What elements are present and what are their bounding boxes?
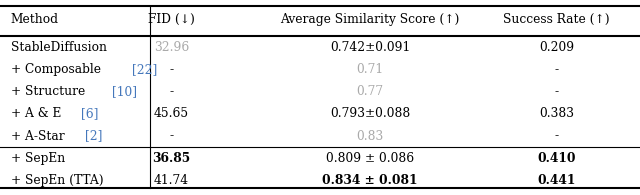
Text: + Structure: + Structure [11, 85, 89, 98]
Text: Average Similarity Score (↑): Average Similarity Score (↑) [280, 12, 460, 26]
Text: [6]: [6] [81, 107, 99, 120]
Text: 32.96: 32.96 [154, 41, 189, 54]
Text: 0.441: 0.441 [538, 174, 576, 187]
Text: 0.209: 0.209 [540, 41, 574, 54]
Text: 0.71: 0.71 [356, 63, 383, 76]
Text: 41.74: 41.74 [154, 174, 189, 187]
Text: 0.793±0.088: 0.793±0.088 [330, 107, 410, 120]
Text: 0.809 ± 0.086: 0.809 ± 0.086 [326, 152, 414, 165]
Text: 0.742±0.091: 0.742±0.091 [330, 41, 410, 54]
Text: FID (↓): FID (↓) [148, 12, 195, 26]
Text: 45.65: 45.65 [154, 107, 189, 120]
Text: 0.83: 0.83 [356, 130, 383, 143]
Text: 36.85: 36.85 [152, 152, 191, 165]
Text: + SepEn (TTA): + SepEn (TTA) [11, 174, 104, 187]
Text: -: - [555, 130, 559, 143]
Text: + A-Star: + A-Star [11, 130, 68, 143]
Text: -: - [170, 130, 173, 143]
Text: -: - [555, 63, 559, 76]
Text: [10]: [10] [112, 85, 137, 98]
Text: 0.383: 0.383 [540, 107, 574, 120]
Text: 0.410: 0.410 [538, 152, 576, 165]
Text: -: - [555, 85, 559, 98]
Text: [22]: [22] [132, 63, 157, 76]
Text: 0.77: 0.77 [356, 85, 383, 98]
Text: Success Rate (↑): Success Rate (↑) [504, 12, 610, 26]
Text: 0.834 ± 0.081: 0.834 ± 0.081 [322, 174, 418, 187]
Text: [2]: [2] [85, 130, 102, 143]
Text: + SepEn: + SepEn [11, 152, 65, 165]
Text: -: - [170, 85, 173, 98]
Text: + A & E: + A & E [11, 107, 65, 120]
Text: Method: Method [11, 12, 59, 26]
Text: StableDiffusion: StableDiffusion [11, 41, 107, 54]
Text: -: - [170, 63, 173, 76]
Text: + Composable: + Composable [11, 63, 105, 76]
